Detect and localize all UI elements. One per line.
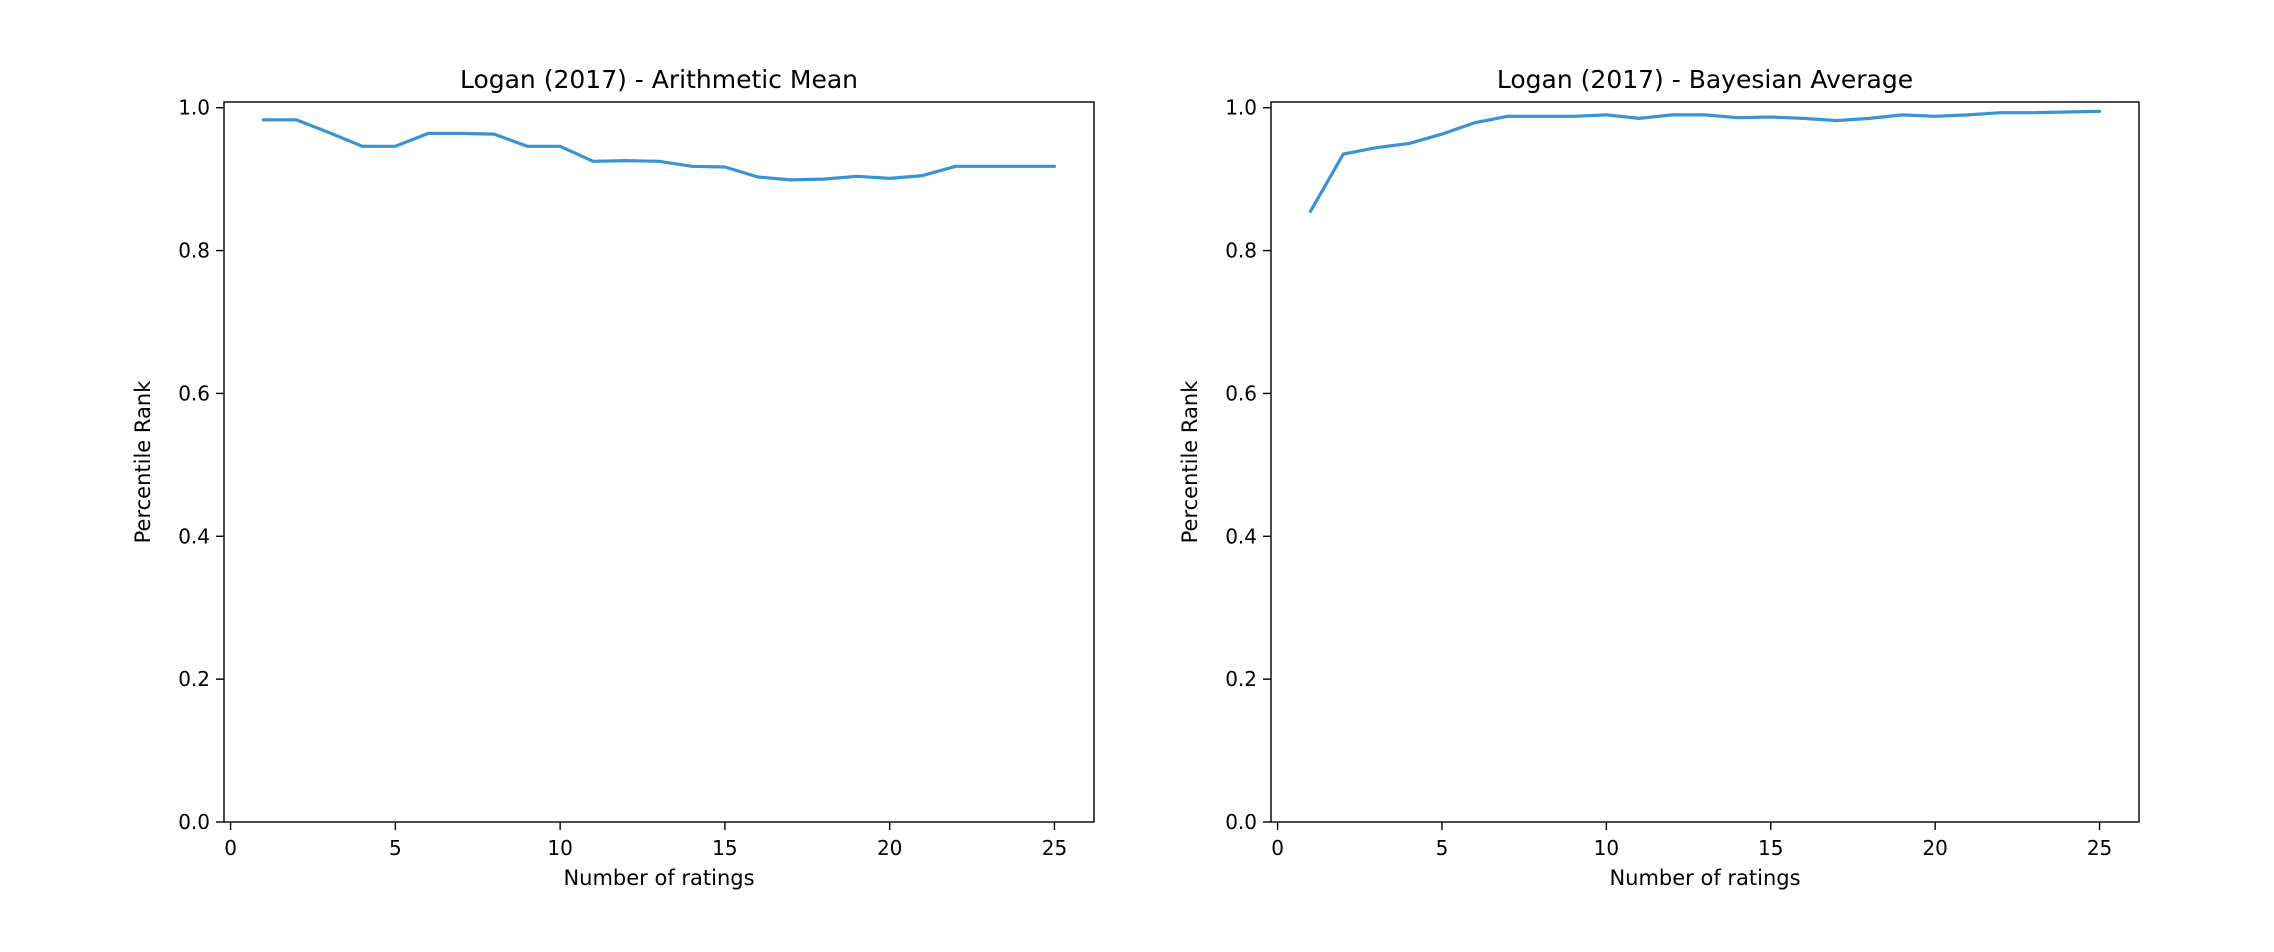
chart-arithmetic-mean: Logan (2017) - Arithmetic Mean Number of…	[131, 65, 1095, 890]
x-tick-label: 15	[1758, 836, 1783, 860]
y-tick-label: 0.6	[1225, 381, 1257, 405]
series-layer	[261, 118, 1057, 182]
y-tick-label: 0.0	[1225, 810, 1257, 834]
y-tick-label: 0.4	[1225, 524, 1257, 548]
y-tick-label: 0.2	[178, 667, 210, 691]
axes-frame	[1270, 101, 2140, 823]
y-tick-label: 0.2	[1225, 667, 1257, 691]
y-tick-label: 0.4	[178, 524, 210, 548]
chart-title: Logan (2017) - Arithmetic Mean	[460, 65, 858, 94]
series-layer	[1308, 109, 2102, 213]
x-tick-label: 5	[1436, 836, 1449, 860]
y-axis-label: Percentile Rank	[1178, 380, 1202, 544]
series-line	[261, 118, 1057, 182]
x-axis-ticks: 0 5 10 15 20 25	[224, 822, 1067, 860]
x-axis-label: Number of ratings	[563, 866, 754, 890]
x-axis-ticks: 0 5 10 15 20 25	[1271, 822, 2112, 860]
x-tick-label: 20	[877, 836, 902, 860]
x-tick-label: 0	[1271, 836, 1284, 860]
x-axis-label: Number of ratings	[1609, 866, 1800, 890]
y-tick-label: 0.0	[178, 810, 210, 834]
x-tick-label: 10	[547, 836, 572, 860]
y-tick-label: 1.0	[1225, 96, 1257, 120]
chart-title: Logan (2017) - Bayesian Average	[1497, 65, 1913, 94]
x-tick-label: 10	[1594, 836, 1619, 860]
y-axis-ticks: 0.0 0.2 0.4 0.6 0.8 1.0	[1225, 96, 1271, 834]
y-tick-label: 0.8	[1225, 239, 1257, 263]
x-tick-label: 0	[224, 836, 237, 860]
y-tick-label: 0.6	[178, 381, 210, 405]
x-tick-label: 20	[1922, 836, 1947, 860]
y-axis-label: Percentile Rank	[131, 380, 155, 544]
y-tick-label: 0.8	[178, 239, 210, 263]
y-axis-ticks: 0.0 0.2 0.4 0.6 0.8 1.0	[178, 96, 224, 834]
x-tick-label: 5	[389, 836, 402, 860]
y-tick-label: 1.0	[178, 96, 210, 120]
x-tick-label: 25	[1042, 836, 1067, 860]
chart-bayesian-average: Logan (2017) - Bayesian Average Number o…	[1178, 65, 2140, 890]
x-tick-label: 25	[2087, 836, 2112, 860]
series-line	[1308, 109, 2102, 213]
axes-frame	[223, 101, 1095, 823]
x-tick-label: 15	[712, 836, 737, 860]
